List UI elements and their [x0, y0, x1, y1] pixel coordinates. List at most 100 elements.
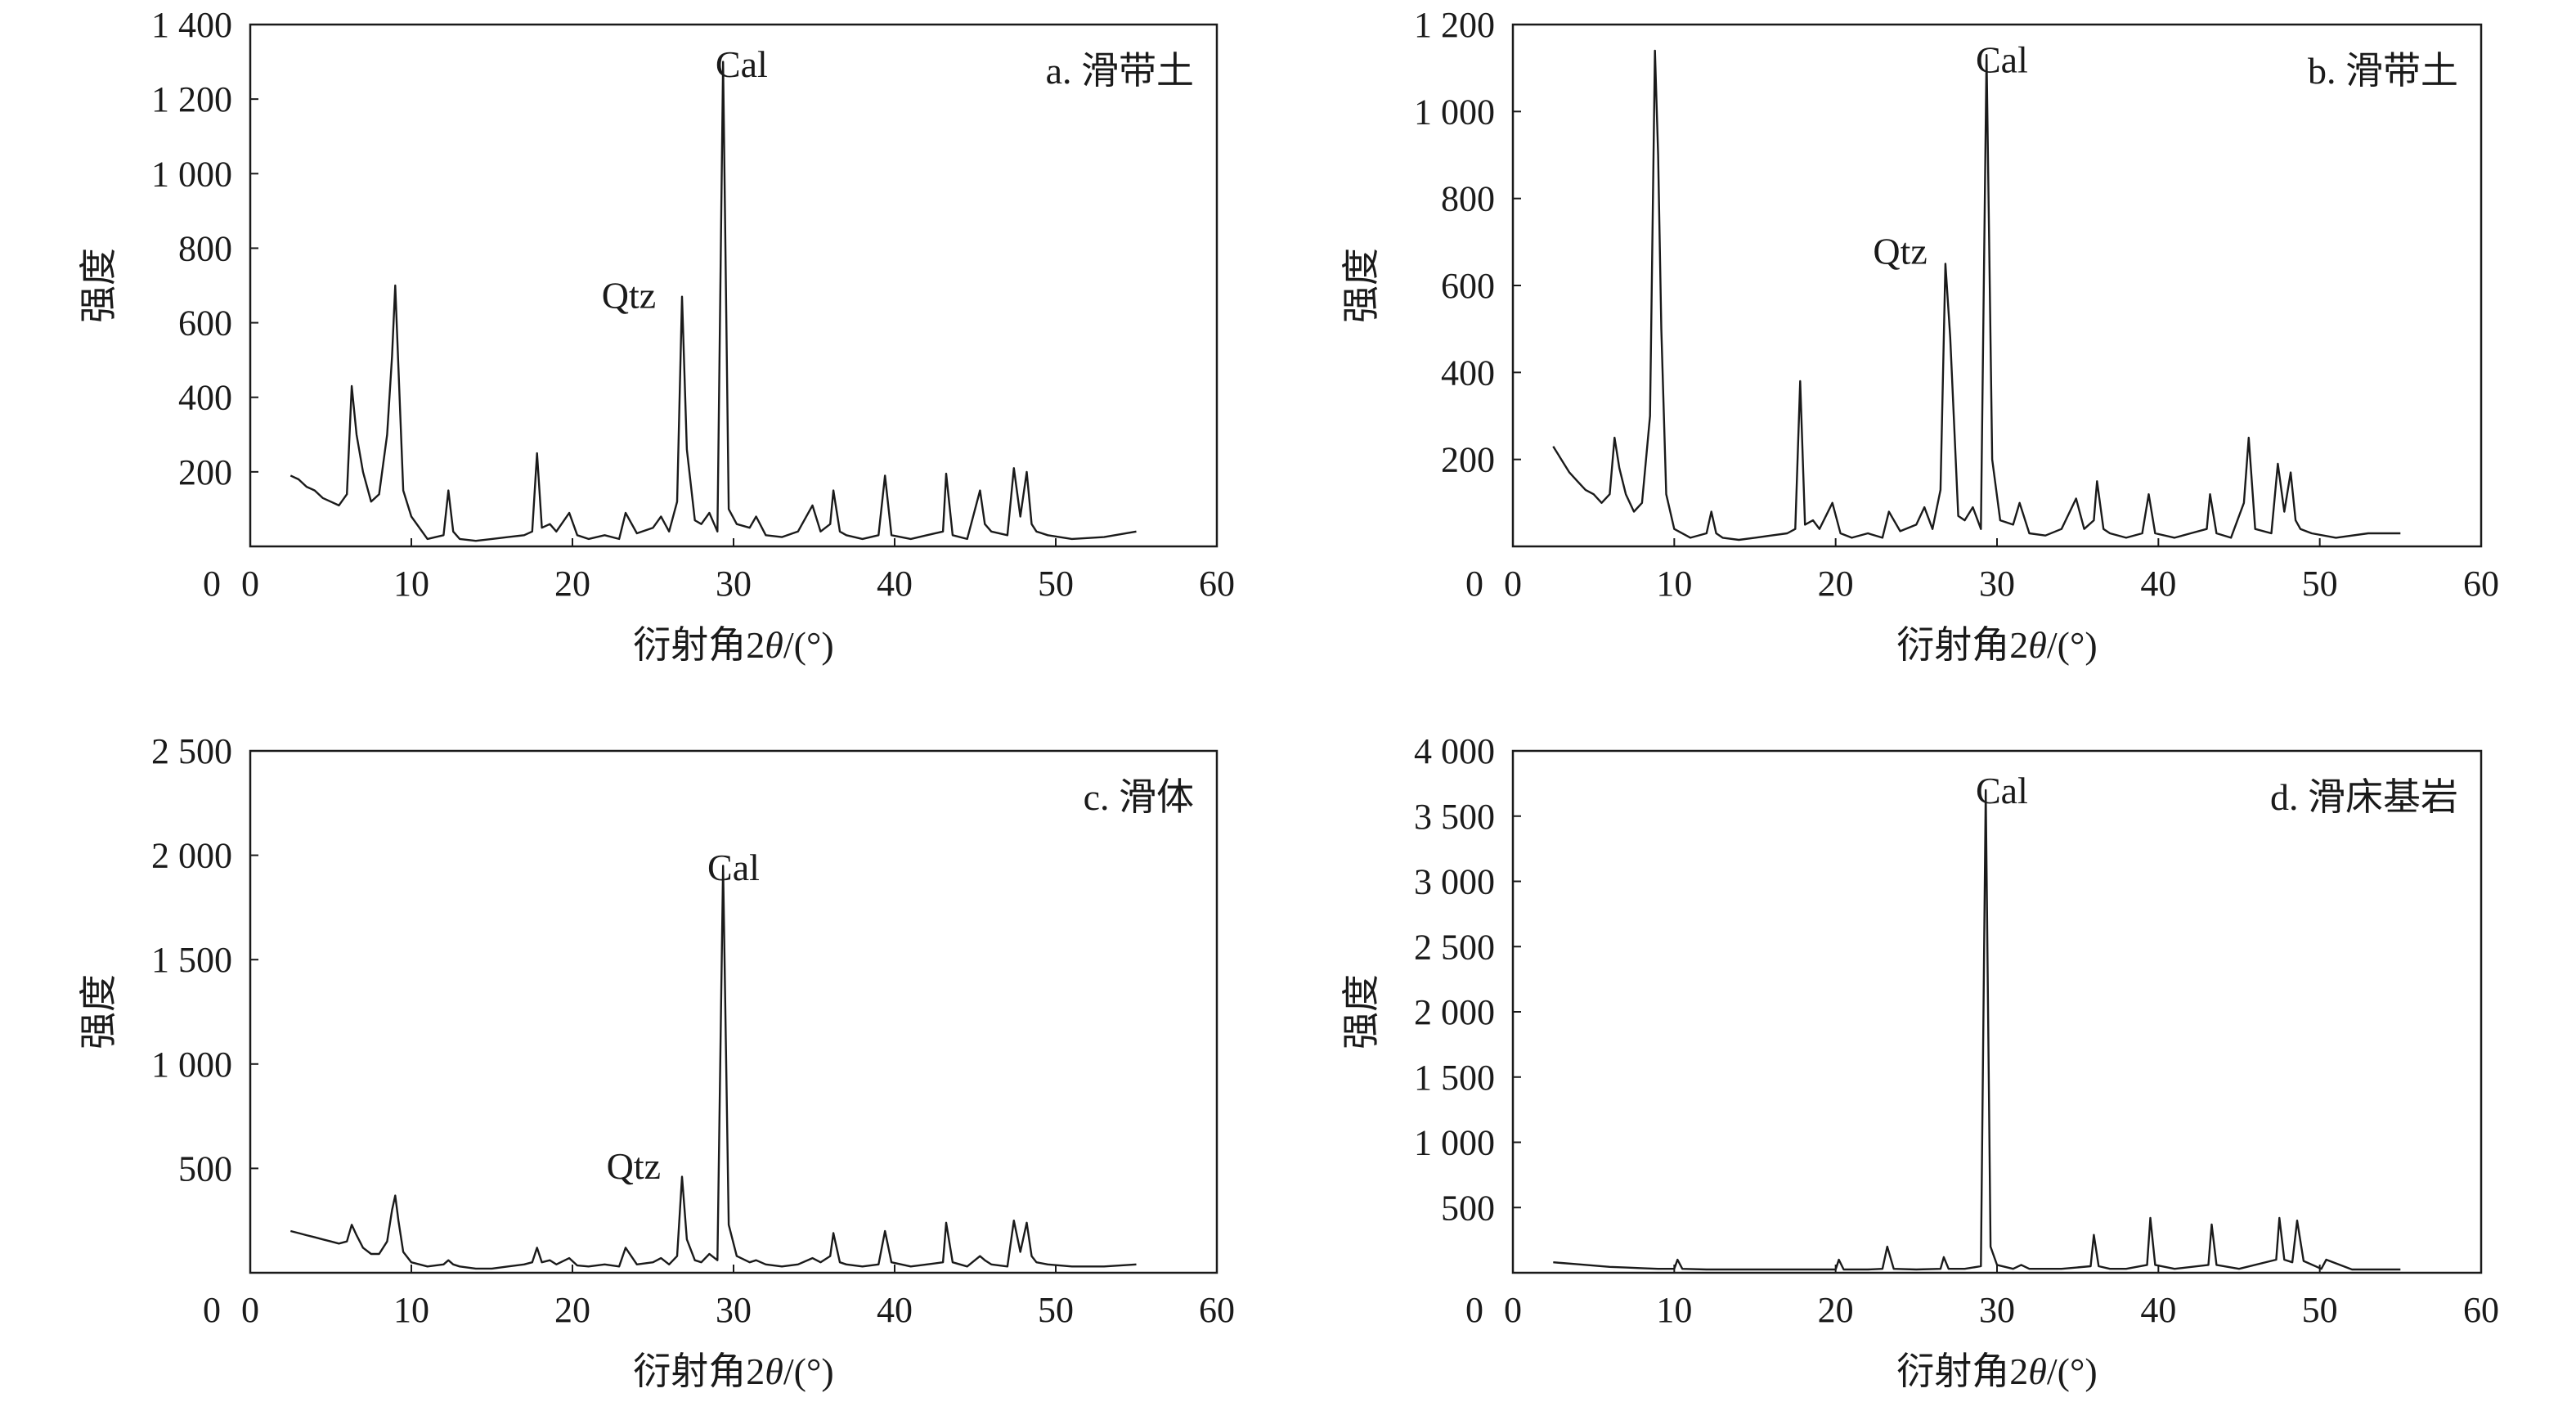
- x-tick-label: 60: [2463, 564, 2499, 604]
- y-tick-label: 2 500: [151, 731, 232, 771]
- peak-annotation: Qtz: [607, 1145, 661, 1187]
- x-tick-label: 20: [1818, 1290, 1854, 1330]
- y-axis-title: 强度: [78, 248, 119, 323]
- x-axis-title-prefix: 衍射角2: [1896, 624, 2028, 666]
- plot-frame: [1511, 749, 2483, 1274]
- x-axis-title-prefix: 衍射角2: [633, 624, 765, 666]
- x-tick-label: 10: [1656, 1290, 1692, 1330]
- xrd-pattern-line: [289, 61, 1137, 542]
- x-tick-label: 10: [393, 564, 429, 604]
- x-tick-label: 0: [1504, 564, 1522, 604]
- xrd-pattern-line: [290, 865, 1137, 1270]
- y-tick-label: 500: [178, 1148, 232, 1189]
- x-axis-title: 衍射角2θ/(°): [1896, 624, 2097, 666]
- x-axis-title-theta: θ: [765, 624, 783, 666]
- x-tick-label: 0: [241, 564, 259, 604]
- x-tick-label: 10: [393, 1290, 429, 1330]
- y-axis-title: 强度: [1340, 248, 1382, 323]
- x-axis-title: 衍射角2θ/(°): [633, 624, 833, 666]
- panel-label: d. 滑床基岩: [2270, 776, 2458, 818]
- x-tick-label: 40: [2140, 1290, 2176, 1330]
- panel-label: b. 滑带土: [2308, 50, 2458, 92]
- x-tick-label: 60: [2463, 1290, 2499, 1330]
- peak-annotation: Cal: [707, 847, 760, 888]
- y-tick-label: 400: [178, 378, 232, 418]
- x-tick-label: 40: [2140, 564, 2176, 604]
- y-origin-label: 0: [203, 564, 221, 604]
- peak-annotation: Qtz: [602, 274, 656, 316]
- y-tick-label: 1 200: [1414, 5, 1495, 45]
- x-tick-label: 30: [716, 1290, 752, 1330]
- x-tick-label: 60: [1199, 1290, 1235, 1330]
- x-tick-label: 50: [2302, 1290, 2338, 1330]
- y-tick-label: 1 200: [151, 79, 232, 119]
- y-tick-label: 1 500: [151, 940, 232, 980]
- panel-label: c. 滑体: [1084, 776, 1194, 818]
- x-tick-label: 10: [1656, 564, 1692, 604]
- y-tick-label: 200: [178, 452, 232, 492]
- x-tick-label: 50: [1038, 1290, 1074, 1330]
- x-tick-label: 40: [877, 564, 913, 604]
- xrd-pattern-line: [1553, 789, 2401, 1271]
- y-origin-label: 0: [1465, 1290, 1483, 1330]
- y-origin-label: 0: [203, 1290, 221, 1330]
- chart-panel-c: 0 10 20 30 40 50 60 0 500 1 000 1 500 2 000 2 500 衍射角…: [78, 731, 1235, 1392]
- x-tick-label: 0: [241, 1290, 259, 1330]
- y-origin-label: 0: [1465, 564, 1483, 604]
- x-axis-title-suffix: /(°): [783, 624, 834, 666]
- x-tick-label: 20: [554, 564, 590, 604]
- chart-panel-d: 0 10 20 30 40 50 60 0 500 1 000 1 500 2 000 2 500 3 0…: [1340, 731, 2499, 1392]
- peak-annotation: Cal: [1976, 38, 2028, 80]
- x-axis-title-suffix: /(°): [2047, 624, 2098, 666]
- y-tick-label: 1 500: [1414, 1058, 1495, 1098]
- x-axis-title-prefix: 衍射角2: [1896, 1350, 2028, 1392]
- x-axis-title: 衍射角2θ/(°): [1896, 1350, 2097, 1392]
- y-tick-label: 600: [1441, 266, 1495, 306]
- x-axis-title-theta: θ: [765, 1350, 783, 1392]
- x-tick-label: 0: [1504, 1290, 1522, 1330]
- y-tick-label: 1 000: [1414, 1123, 1495, 1163]
- y-tick-label: 600: [178, 303, 232, 344]
- y-tick-label: 1 400: [151, 5, 232, 45]
- y-tick-label: 4 000: [1414, 731, 1495, 771]
- y-tick-label: 800: [1441, 179, 1495, 219]
- y-tick-label: 3 500: [1414, 797, 1495, 837]
- plot-frame: [1511, 23, 2483, 548]
- x-axis-title-suffix: /(°): [2047, 1350, 2098, 1392]
- x-tick-label: 50: [2302, 564, 2338, 604]
- x-tick-label: 40: [877, 1290, 913, 1330]
- panel-label: a. 滑带土: [1046, 50, 1194, 92]
- x-tick-label: 30: [1979, 564, 2015, 604]
- x-tick-label: 50: [1038, 564, 1074, 604]
- x-axis-title: 衍射角2θ/(°): [633, 1350, 833, 1392]
- peak-annotation: Qtz: [1873, 230, 1927, 272]
- x-axis-title-theta: θ: [2028, 1350, 2047, 1392]
- peak-annotation: Cal: [716, 43, 768, 85]
- x-axis-title-prefix: 衍射角2: [633, 1350, 765, 1392]
- x-tick-label: 60: [1199, 564, 1235, 604]
- xrd-pattern-line: [1552, 49, 2401, 541]
- y-axis-title: 强度: [1340, 974, 1382, 1049]
- y-tick-label: 1 000: [151, 154, 232, 194]
- x-axis-title-theta: θ: [2028, 624, 2047, 666]
- y-tick-label: 400: [1441, 353, 1495, 393]
- y-tick-label: 3 000: [1414, 862, 1495, 902]
- y-tick-label: 1 000: [151, 1045, 232, 1085]
- peak-annotation: Cal: [1976, 770, 2028, 811]
- y-axis-title: 强度: [78, 974, 119, 1049]
- y-tick-label: 1 000: [1414, 92, 1495, 132]
- plot-frame: [249, 749, 1218, 1274]
- y-tick-label: 2 000: [151, 836, 232, 876]
- y-tick-label: 2 000: [1414, 992, 1495, 1032]
- y-tick-label: 800: [178, 228, 232, 268]
- x-axis-title-suffix: /(°): [783, 1350, 834, 1392]
- x-tick-label: 20: [554, 1290, 590, 1330]
- x-tick-label: 20: [1818, 564, 1854, 604]
- y-tick-label: 500: [1441, 1188, 1495, 1228]
- x-tick-label: 30: [1979, 1290, 2015, 1330]
- x-tick-label: 30: [716, 564, 752, 604]
- y-tick-label: 200: [1441, 440, 1495, 480]
- y-tick-label: 2 500: [1414, 927, 1495, 967]
